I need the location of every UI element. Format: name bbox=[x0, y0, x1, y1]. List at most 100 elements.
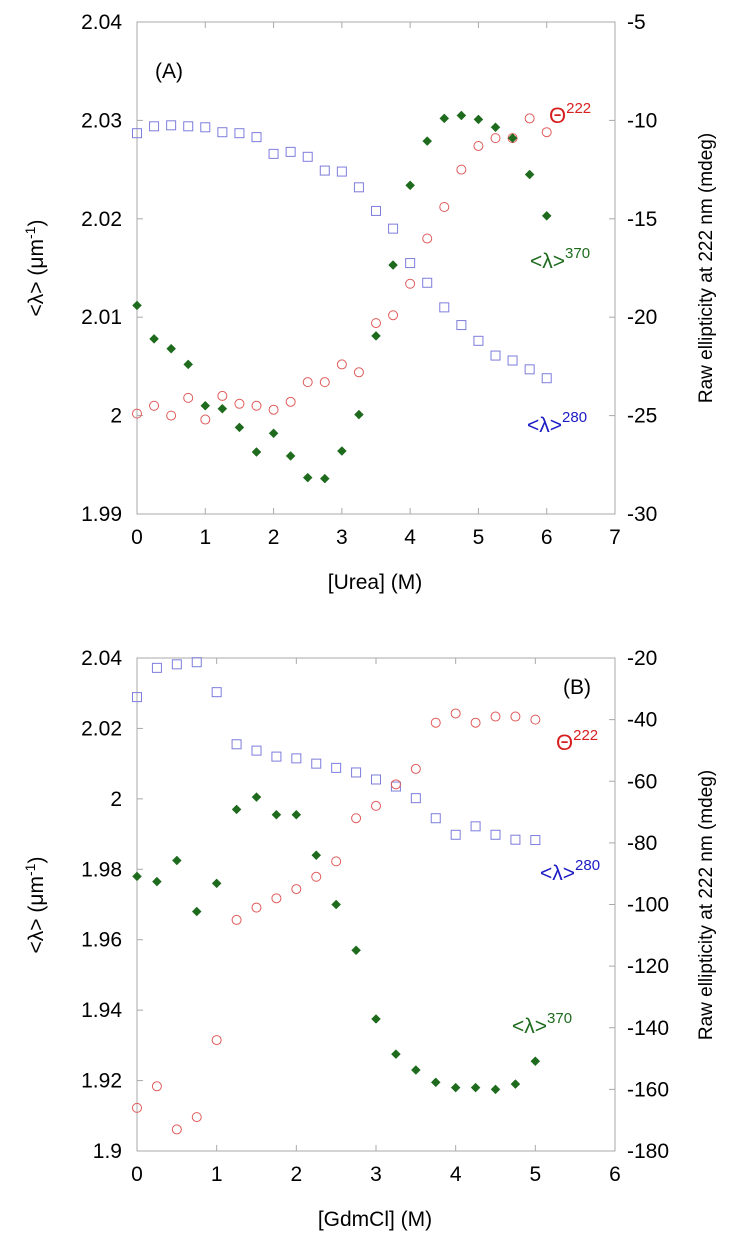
data-point-theta bbox=[291, 884, 302, 895]
data-point-l280 bbox=[285, 146, 296, 157]
data-point-l370 bbox=[234, 422, 245, 433]
data-point-l280 bbox=[351, 767, 362, 778]
data-point-theta bbox=[191, 1112, 202, 1123]
data-point-theta bbox=[132, 1102, 142, 1113]
left-y-tick-label: 2.03 bbox=[81, 109, 122, 132]
left-y-tick-label: 2.02 bbox=[81, 208, 122, 231]
data-point-l280 bbox=[251, 745, 262, 756]
data-point-theta bbox=[302, 377, 313, 388]
right-y-tick-label: -25 bbox=[627, 405, 657, 428]
panel-b: 0 1 2 3 4 5 6 1.9 1.92 1.94 1.96 1.98 2 2.02 2.04 -18… bbox=[22, 647, 717, 1231]
x-tick-label: 4 bbox=[450, 1163, 462, 1186]
data-point-l370 bbox=[371, 331, 381, 341]
right-y-tick-label: -5 bbox=[627, 11, 646, 34]
panel-label: (A) bbox=[155, 60, 183, 83]
data-point-l280 bbox=[217, 127, 228, 138]
data-point-theta bbox=[151, 1081, 162, 1092]
data-point-l370 bbox=[251, 447, 262, 457]
left-y-tick-label: 1.92 bbox=[81, 1070, 122, 1093]
data-point-l370 bbox=[456, 110, 467, 121]
left-y-tick-label: 2.01 bbox=[81, 306, 122, 329]
data-point-theta bbox=[470, 717, 481, 728]
data-point-l280 bbox=[470, 821, 481, 832]
data-point-l370 bbox=[439, 113, 450, 124]
right-y-ticks: -180 -160 -140 -120 -100 -80 -60 -40 -20 bbox=[609, 647, 669, 1163]
data-point-l280 bbox=[450, 829, 461, 840]
data-point-theta bbox=[217, 390, 228, 401]
data-point-l280 bbox=[319, 165, 330, 176]
data-point-theta bbox=[524, 113, 535, 124]
data-point-l370 bbox=[391, 1049, 401, 1060]
data-point-theta bbox=[473, 140, 484, 151]
data-point-l370 bbox=[291, 809, 302, 820]
data-point-l370 bbox=[430, 1077, 441, 1088]
x-ticks: 0 1 2 3 4 5 6 bbox=[131, 658, 621, 1186]
data-point-theta bbox=[351, 813, 362, 824]
right-y-tick-label: -20 bbox=[627, 647, 657, 670]
data-point-l280 bbox=[311, 758, 322, 769]
data-point-theta bbox=[285, 396, 296, 407]
x-axis-label: [GdmCl] (M) bbox=[318, 1208, 432, 1231]
series-markers bbox=[132, 657, 541, 1135]
data-point-l370 bbox=[490, 1084, 501, 1095]
data-point-theta bbox=[166, 410, 177, 421]
data-point-theta bbox=[331, 856, 342, 867]
data-point-l370 bbox=[354, 409, 364, 420]
data-point-l370 bbox=[217, 403, 228, 414]
data-point-l370 bbox=[450, 1082, 461, 1093]
series-label-lambda370: <λ>370 bbox=[512, 1010, 572, 1038]
data-point-l280 bbox=[251, 132, 262, 143]
data-point-theta bbox=[371, 800, 381, 811]
data-point-l280 bbox=[371, 774, 381, 785]
data-point-l370 bbox=[166, 343, 176, 354]
data-point-l370 bbox=[268, 428, 279, 439]
data-point-l370 bbox=[191, 906, 202, 917]
right-y-axis-label: Raw ellipticity at 222 nm (mdeg) bbox=[696, 770, 717, 1040]
data-point-l370 bbox=[311, 850, 322, 861]
data-point-l280 bbox=[149, 121, 160, 132]
data-point-theta bbox=[439, 201, 450, 212]
right-y-tick-label: -180 bbox=[627, 1140, 669, 1163]
data-point-l370 bbox=[530, 1056, 541, 1067]
left-y-tick-label: 2.04 bbox=[81, 647, 122, 670]
data-point-l280 bbox=[388, 223, 399, 234]
right-y-tick-label: -80 bbox=[627, 832, 657, 855]
series-label-lambda280: <λ>280 bbox=[540, 857, 600, 885]
data-point-l280 bbox=[456, 320, 467, 331]
series-label-theta222: Θ222 bbox=[549, 100, 591, 128]
right-y-axis-label: Raw ellipticity at 222 nm (mdeg) bbox=[696, 133, 717, 403]
x-tick-label: 5 bbox=[473, 526, 485, 549]
data-point-l370 bbox=[371, 1014, 381, 1024]
data-point-l370 bbox=[183, 359, 194, 370]
data-point-l370 bbox=[251, 792, 262, 802]
data-point-theta bbox=[422, 233, 433, 244]
data-point-l370 bbox=[351, 945, 361, 956]
right-y-ticks: -30 -25 -20 -15 -10 -5 bbox=[609, 11, 657, 526]
data-point-l370 bbox=[405, 180, 415, 191]
data-point-theta bbox=[183, 392, 194, 403]
data-point-l280 bbox=[405, 258, 416, 269]
data-point-theta bbox=[271, 893, 282, 904]
data-point-l370 bbox=[410, 1065, 421, 1075]
data-point-l370 bbox=[271, 809, 282, 820]
series-label-theta222: Θ222 bbox=[556, 727, 598, 755]
right-y-tick-label: -120 bbox=[627, 955, 669, 978]
data-point-theta bbox=[251, 400, 262, 411]
x-tick-label: 1 bbox=[199, 526, 211, 549]
data-point-theta bbox=[490, 711, 501, 722]
plot-frame bbox=[136, 657, 616, 1152]
right-y-tick-label: -60 bbox=[627, 770, 657, 793]
left-y-ticks: 1.99 2 2.01 2.02 2.03 2.04 bbox=[81, 11, 143, 526]
data-point-l280 bbox=[171, 659, 182, 670]
x-tick-label: 6 bbox=[609, 1163, 621, 1186]
data-point-l280 bbox=[151, 662, 162, 673]
data-point-theta bbox=[268, 404, 279, 415]
data-point-theta bbox=[371, 318, 381, 329]
data-point-l280 bbox=[302, 151, 313, 162]
data-point-theta bbox=[541, 127, 552, 138]
data-point-l280 bbox=[231, 739, 242, 750]
data-point-l370 bbox=[388, 260, 398, 270]
data-point-l280 bbox=[510, 834, 521, 845]
data-point-theta bbox=[430, 717, 441, 728]
data-point-l280 bbox=[331, 762, 342, 773]
